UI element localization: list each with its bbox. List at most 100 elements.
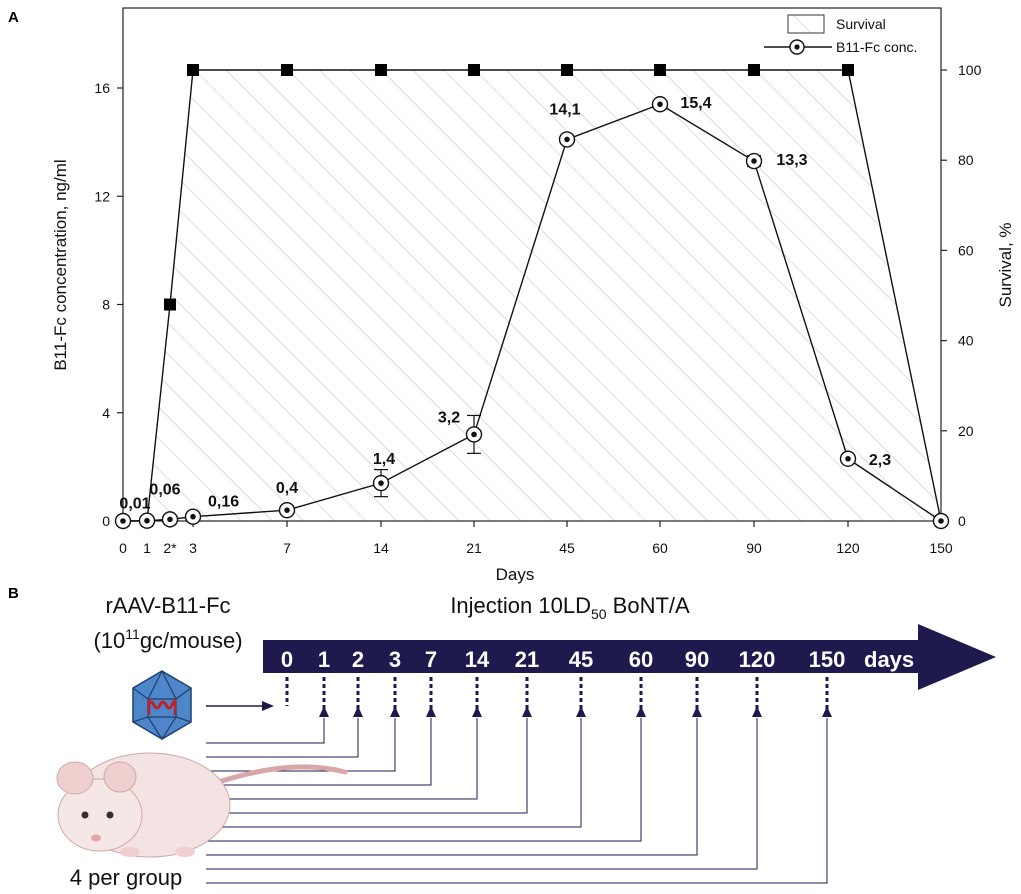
concentration-marker-dot <box>120 518 126 524</box>
dropline-arrowhead <box>752 706 762 717</box>
left-tick-label: 0 <box>102 513 110 529</box>
data-label: 0,06 <box>149 481 180 498</box>
dropline-arrowhead <box>522 706 532 717</box>
dropline-arrowhead <box>692 706 702 717</box>
panel-b: rAAV-B11-Fc (1011gc/mouse) Injection 10L… <box>56 593 996 890</box>
left-tick-label: 8 <box>102 297 110 313</box>
data-label: 0,16 <box>208 494 239 511</box>
concentration-marker-dot <box>938 518 944 524</box>
dropline-arrowhead <box>636 706 646 717</box>
timeline-day-label: 2 <box>352 647 364 672</box>
survival-marker <box>375 64 387 76</box>
x-tick-label: 120 <box>836 540 860 556</box>
left-y-ticks: 0 4 8 12 16 <box>94 80 123 529</box>
right-tick-label: 0 <box>958 513 966 529</box>
data-label: 14,1 <box>549 101 580 118</box>
connector-line <box>206 718 478 800</box>
right-y-axis-title: Survival, % <box>996 222 1015 307</box>
panel-b-letter: B <box>8 585 19 602</box>
legend-conc-marker-dot <box>794 44 800 50</box>
survival-area <box>123 70 941 521</box>
connector-line <box>206 718 359 758</box>
legend-survival-swatch <box>787 14 825 34</box>
aav-virus-icon <box>132 670 192 741</box>
right-tick-label: 80 <box>958 152 974 168</box>
dose-label: (1011gc/mouse) <box>93 626 242 653</box>
x-ticks: 0 1 2* 3 7 14 21 45 60 90 120 150 <box>119 521 953 556</box>
right-y-ticks: 0 20 40 60 80 100 <box>941 62 982 529</box>
concentration-marker-dot <box>471 431 477 438</box>
data-label: 15,4 <box>680 95 711 112</box>
x-tick-label: 45 <box>559 540 575 556</box>
x-tick-label: 14 <box>373 540 389 556</box>
x-axis-title: Days <box>496 565 535 584</box>
survival-marker <box>187 64 199 76</box>
legend-survival-label: Survival <box>836 16 886 32</box>
connector-line <box>206 718 828 884</box>
survival-marker <box>164 298 176 311</box>
concentration-marker-dot <box>167 516 173 523</box>
group-size-label: 4 per group <box>70 865 183 890</box>
data-label: 3,2 <box>438 409 460 426</box>
timeline-day-label: 90 <box>685 647 709 672</box>
x-tick-label: 3 <box>189 540 197 556</box>
concentration-marker-dot <box>190 513 196 520</box>
x-tick-label: 60 <box>652 540 668 556</box>
dropline-arrowhead <box>390 706 400 717</box>
dropline-arrowhead <box>426 706 436 717</box>
concentration-marker-dot <box>845 455 851 462</box>
injection-droplines <box>285 677 832 717</box>
x-tick-label: 21 <box>466 540 482 556</box>
dropline-arrowhead <box>319 706 329 717</box>
concentration-marker-dot <box>144 517 150 524</box>
connector-line <box>206 718 758 870</box>
right-tick-label: 40 <box>958 333 974 349</box>
connector-line <box>206 718 642 842</box>
data-label: 0,01 <box>119 496 150 513</box>
survival-area-layer <box>123 70 941 521</box>
concentration-series <box>114 96 950 530</box>
virus-arrowhead <box>262 701 274 711</box>
timeline-day-labels: 0 1 2 3 7 14 21 45 60 90 120 150 <box>281 647 845 672</box>
timeline-day-label: 3 <box>389 647 401 672</box>
data-label: 13,3 <box>776 152 807 169</box>
timeline-day-label: 150 <box>809 647 846 672</box>
vector-label: rAAV-B11-Fc <box>105 593 230 618</box>
timeline-day-label: 7 <box>425 647 437 672</box>
survival-marker <box>654 64 666 76</box>
data-label: 2,3 <box>869 452 891 469</box>
data-labels: 0,010,06 0,16 0,4 1,4 3,2 14,1 15,4 13,3 2,3 <box>119 95 891 512</box>
x-tick-label: 7 <box>283 540 291 556</box>
timeline-day-label: 0 <box>281 647 293 672</box>
timeline-day-label: 1 <box>318 647 330 672</box>
right-tick-label: 60 <box>958 242 974 258</box>
dropline-arrowhead <box>353 706 363 717</box>
concentration-marker-dot <box>657 101 663 108</box>
timeline-day-label: 14 <box>465 647 490 672</box>
connector-line <box>206 718 325 744</box>
data-label: 0,4 <box>276 480 298 497</box>
group-connectors <box>206 718 828 884</box>
connector-line <box>206 718 698 856</box>
survival-marker <box>842 64 854 76</box>
dropline-arrowhead <box>822 706 832 717</box>
mouse-illustration <box>56 752 348 858</box>
left-y-axis-title: B11-Fc concentration, ng/ml <box>51 159 70 370</box>
right-tick-label: 100 <box>958 62 982 78</box>
left-tick-label: 16 <box>94 80 110 96</box>
x-tick-label: 2* <box>163 540 177 556</box>
connector-line <box>206 718 396 772</box>
panel-a-letter: A <box>8 9 19 26</box>
concentration-marker-dot <box>284 507 290 513</box>
injection-label: Injection 10LD50 BoNT/A <box>450 593 690 622</box>
x-tick-label: 1 <box>143 540 151 556</box>
connector-line <box>206 718 432 786</box>
legend-conc-label: B11-Fc conc. <box>836 39 917 55</box>
connector-line <box>206 718 582 828</box>
concentration-marker-dot <box>751 158 757 164</box>
timeline-unit-label: days <box>864 647 914 672</box>
concentration-marker-dot <box>378 480 384 486</box>
x-tick-label: 90 <box>746 540 762 556</box>
